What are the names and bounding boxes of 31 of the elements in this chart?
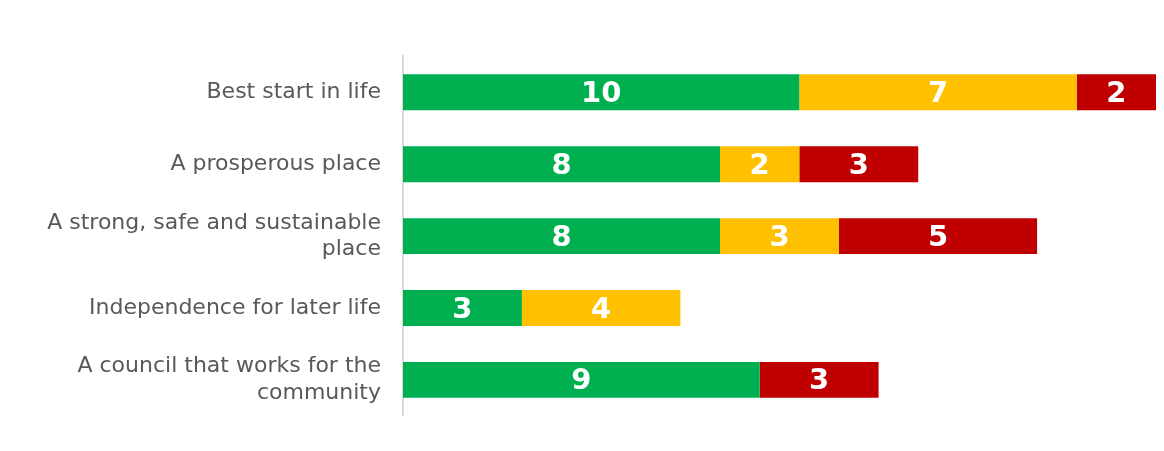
bar (720, 218, 839, 255)
data-label: 9 (571, 362, 592, 397)
bar (720, 146, 800, 183)
bar (799, 146, 919, 183)
data-label: 5 (927, 218, 949, 253)
data-label: 8 (551, 218, 572, 253)
bar (403, 290, 522, 326)
y-tick-label: A strong, safe and sustainable place (47, 208, 381, 261)
y-tick-label: A prosperous place (170, 149, 381, 175)
bar (759, 361, 879, 398)
y-tick-label: Independence for later life (89, 293, 381, 319)
y-tick-label: A council that works for the community (77, 352, 381, 404)
bar (521, 290, 681, 326)
data-label: 2 (749, 146, 770, 181)
bar (403, 218, 721, 255)
bar (403, 146, 721, 183)
bar (838, 218, 1038, 255)
data-label: 10 (580, 74, 622, 109)
y-tick-label: Best start in life (206, 78, 381, 104)
data-label: 3 (809, 362, 830, 397)
data-label: 3 (769, 218, 790, 253)
data-label: 4 (591, 290, 612, 325)
data-label: 3 (452, 290, 473, 325)
data-label: 7 (927, 74, 949, 109)
bar (403, 361, 760, 398)
bar (799, 74, 1077, 111)
data-label: 8 (551, 146, 572, 181)
data-label: 3 (848, 146, 869, 181)
data-label: 2 (1106, 74, 1127, 109)
bar (403, 74, 800, 111)
bar (1076, 74, 1156, 111)
